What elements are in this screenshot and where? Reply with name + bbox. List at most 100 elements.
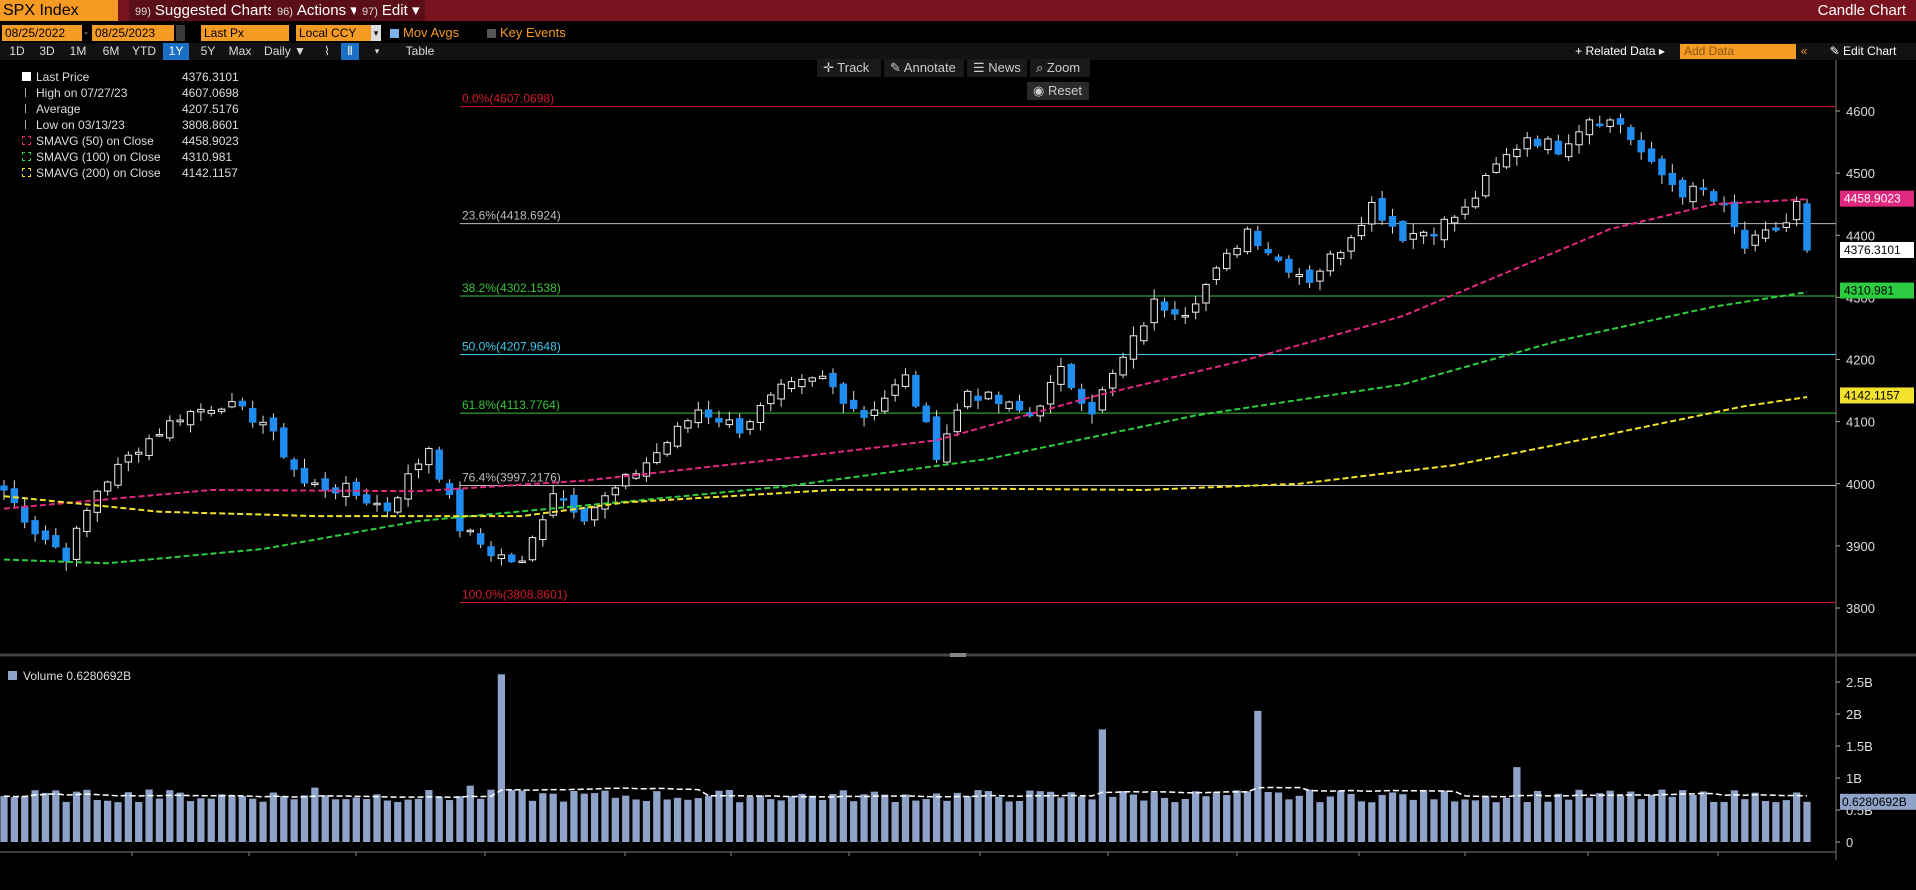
volume-bar [145, 789, 153, 842]
checkbox-icon [487, 29, 496, 39]
candle-body [362, 494, 371, 504]
volume-bar [839, 790, 847, 842]
reset-button[interactable]: ◉ Reset [1027, 82, 1089, 100]
volume-bar [1119, 791, 1127, 842]
period-button-1m[interactable]: 1M [69, 44, 87, 58]
edit-chart-button[interactable]: ✎ Edit Chart [1818, 43, 1908, 60]
candle-body [787, 381, 796, 389]
related-data-button[interactable]: + Related Data ▸ [1575, 44, 1665, 58]
candle-body [52, 535, 60, 548]
key-events-toggle[interactable]: Key Events [487, 25, 566, 41]
chevron-down-icon[interactable]: ▾ [374, 46, 380, 56]
period-button-5y[interactable]: 5Y [200, 44, 216, 58]
volume-bar [363, 799, 371, 842]
x-tick-label: May 15 [960, 858, 1000, 860]
volume-bar [52, 790, 60, 842]
suggested-charts-menu[interactable]: 99)Suggested Charts ▾ [129, 0, 293, 21]
magnifier-icon: ⌕ [1036, 60, 1047, 75]
volume-bar [1647, 794, 1656, 842]
volume-bar [1741, 799, 1749, 842]
candle-body [1140, 325, 1148, 342]
volume-bar [922, 799, 930, 842]
edit-menu[interactable]: 97) Edit ▾ [356, 0, 426, 21]
track-button[interactable]: ✛ Track [817, 59, 881, 77]
period-button-1d[interactable]: 1D [9, 44, 25, 58]
volume-bar [1192, 791, 1200, 842]
candle-body [673, 425, 682, 447]
candle-body [767, 394, 775, 405]
candle-body [207, 410, 215, 414]
period-button-3d[interactable]: 3D [39, 44, 55, 58]
top-bar: SPX Index 99)Suggested Charts ▾ 96)Actio… [0, 0, 1916, 21]
candle-chart-icon[interactable]: ⫴ [341, 43, 359, 60]
end-date-field[interactable]: 08/25/2023 [92, 25, 174, 41]
y-tick-label: 4400 [1846, 228, 1875, 243]
price-tag-text: 4376.3101 [1844, 243, 1901, 257]
line-chart-icon[interactable]: ⌇ [324, 44, 330, 58]
candle-body [539, 519, 547, 541]
volume-bar [321, 795, 329, 842]
price-field-select[interactable]: Last Px [201, 25, 289, 41]
volume-bar [1492, 802, 1500, 842]
annotate-button[interactable]: ✎ Annotate [884, 59, 964, 77]
volume-bar [1440, 790, 1448, 842]
volume-bar [1575, 789, 1583, 842]
candle-body [1212, 267, 1221, 281]
news-button[interactable]: ☰ News [967, 59, 1027, 77]
candle-body [1285, 258, 1293, 273]
volume-bar [41, 792, 50, 842]
legend-key: SMAVG (50) on Close [36, 134, 154, 148]
track-label: Track [837, 60, 870, 75]
legend-value: 4376.3101 [182, 70, 239, 84]
period-button-ytd[interactable]: YTD [132, 44, 156, 58]
candle-body [1368, 201, 1376, 225]
volume-bar [974, 790, 982, 842]
volume-bar [1046, 791, 1055, 842]
price-tag-text: 4142.1157 [1844, 388, 1900, 402]
legend-row: SMAVG (200) on Close 4142.1157 [4, 165, 244, 181]
volume-bar [228, 795, 236, 842]
volume-bar [383, 800, 392, 842]
start-date-field[interactable]: 08/25/2022 [2, 25, 82, 41]
candle-body [383, 502, 392, 512]
volume-bar [1088, 799, 1096, 842]
volume-bar [611, 797, 619, 842]
volume-bar [1606, 790, 1614, 842]
actions-menu[interactable]: 96) Actions ▾ [271, 0, 364, 21]
candle-body [1243, 228, 1252, 253]
volume-bar [1419, 789, 1428, 842]
candle-body [1067, 363, 1076, 389]
calendar-icon[interactable] [176, 25, 185, 41]
candle-body [735, 418, 744, 434]
candle-body [1129, 335, 1138, 360]
period-button-max[interactable]: Max [228, 44, 252, 58]
chevron-down-icon[interactable]: ▾ [371, 25, 381, 41]
volume-bar [984, 791, 993, 842]
candle-body [704, 409, 713, 418]
zoom-button[interactable]: ⌕ Zoom [1030, 59, 1090, 77]
candle-body [280, 427, 288, 458]
x-tick-label: Apr 14 [713, 858, 749, 860]
candle-body [1710, 191, 1718, 202]
currency-select[interactable]: Local CCY [296, 25, 380, 41]
candle-body [466, 529, 475, 533]
candle-body [849, 399, 858, 410]
security-field[interactable]: SPX Index [0, 0, 118, 21]
add-data-input[interactable]: Add Data [1680, 44, 1796, 59]
table-button[interactable]: Table [405, 44, 435, 58]
volume-bar [1347, 793, 1355, 842]
candle-body [497, 554, 506, 560]
volume-bar [1627, 791, 1635, 842]
frequency-select[interactable]: Daily ▼ [264, 44, 306, 58]
period-button-1y[interactable]: 1Y [163, 43, 189, 60]
volume-bar [280, 796, 288, 842]
legend-value: 4142.1157 [182, 166, 238, 180]
collapse-icon[interactable]: « [1800, 44, 1808, 58]
mov-avgs-toggle[interactable]: Mov Avgs [390, 25, 459, 41]
edit-chart-label: Edit Chart [1843, 44, 1897, 58]
candle-body [1461, 206, 1469, 215]
candle-body [518, 560, 526, 563]
legend-key: SMAVG (100) on Close [36, 150, 161, 164]
period-button-6m[interactable]: 6M [102, 44, 120, 58]
mov-avgs-label: Mov Avgs [403, 25, 460, 40]
